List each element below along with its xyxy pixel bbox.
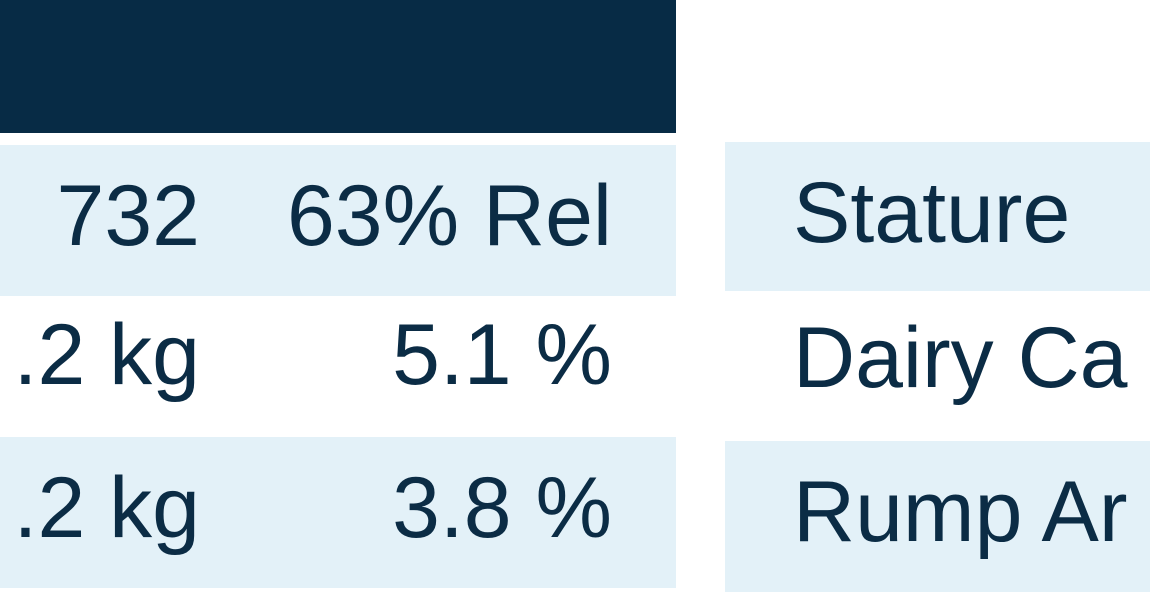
trait-label: Dairy Ca bbox=[793, 310, 1128, 406]
trait-label: Stature bbox=[793, 165, 1071, 261]
table-row: Dairy Ca bbox=[725, 291, 1150, 441]
table-row: .2 kg 3.8 % bbox=[0, 437, 676, 588]
table-row: Rump Ar bbox=[725, 441, 1150, 592]
table-row: .2 kg 5.1 % bbox=[0, 296, 676, 437]
value-cell: .2 kg bbox=[13, 307, 200, 403]
table-row: 732 63% Rel bbox=[0, 145, 676, 296]
value-cell: 5.1 % bbox=[392, 307, 612, 403]
value-cell: 3.8 % bbox=[392, 460, 612, 556]
table-row: Stature bbox=[725, 142, 1150, 291]
value-cell: 63% Rel bbox=[286, 168, 612, 264]
trait-label: Rump Ar bbox=[793, 464, 1128, 560]
value-cell: 732 bbox=[56, 168, 201, 264]
value-cell: .2 kg bbox=[13, 460, 200, 556]
header-bar bbox=[0, 0, 676, 133]
